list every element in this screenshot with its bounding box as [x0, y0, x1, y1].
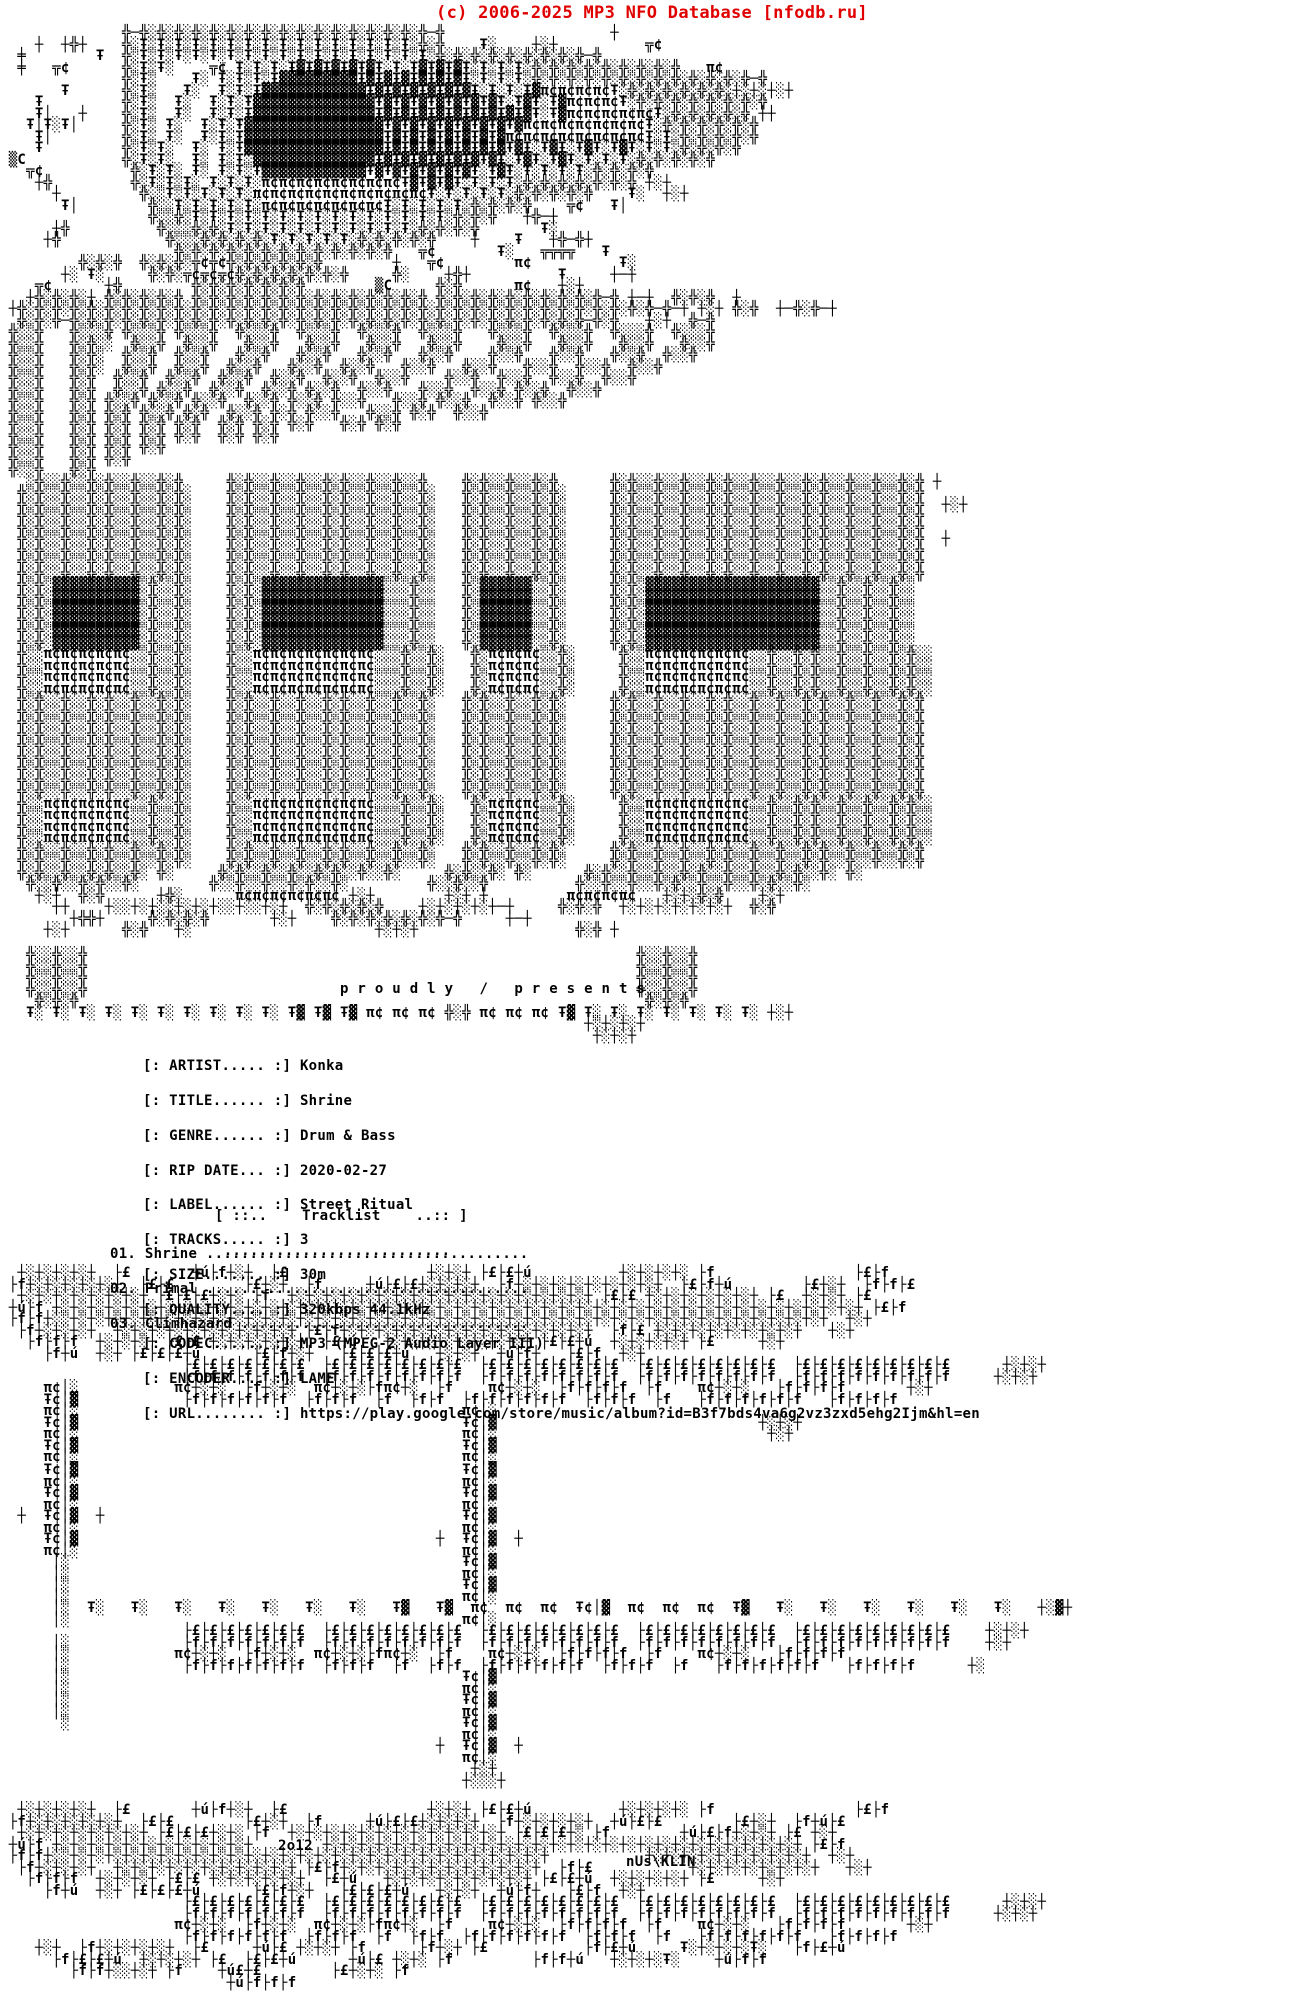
- info-value: 30m: [299, 1266, 327, 1283]
- release-info: [: ARTIST..... :] Konka [: TITLE...... :…: [143, 1038, 980, 1444]
- bracket-open: [:: [143, 1127, 170, 1144]
- tracklist-title: [ ::.. Tracklist ..:: ]: [215, 1208, 468, 1225]
- tracklist-underline: ..........................: [215, 1242, 451, 1259]
- info-value: MP3 (MPEG-2 Audio Layer III): [299, 1336, 545, 1353]
- bracket-close: :]: [265, 1197, 300, 1214]
- info-row-ripdate: [: RIP DATE... :] 2020-02-27: [143, 1162, 980, 1179]
- info-row-genre: [: GENRE...... :] Drum & Bass: [143, 1127, 980, 1144]
- bracket-close: :]: [265, 1127, 300, 1144]
- track-number: 01.: [110, 1246, 137, 1263]
- ascii-art-presents-frame: ╬░░╬░░╬ ╬░░╬░░╬ ╬░░╬░░╬ ╬░░╬░░╬ ╬░░╬░░╬: [26, 947, 794, 1044]
- copyright-header: (c) 2006-2025 MP3 NFO Database [nfodb.ru…: [436, 3, 868, 23]
- info-label: RIP DATE...: [169, 1162, 266, 1179]
- bracket-open: [:: [143, 1232, 170, 1249]
- info-value: Shrine: [299, 1092, 353, 1109]
- track-name: Shrine: [144, 1246, 198, 1263]
- track-row: 01. Shrine .............................…: [110, 1246, 529, 1263]
- ascii-art-top: ╬─╬░╬░╬░╬░╬░╬░╬░╬░╬░╬░╬░╬░╬░╬░╬░╬░╬─╬ ┼ …: [8, 25, 968, 938]
- info-label: CODEC......: [169, 1336, 266, 1353]
- info-value: Drum & Bass: [299, 1127, 396, 1144]
- track-row: 02. Primal .............................…: [110, 1280, 529, 1297]
- group-tag: nUs\KLIN: [626, 1854, 696, 1870]
- info-value: 2020-02-27: [299, 1162, 388, 1179]
- info-label: LABEL......: [169, 1197, 266, 1214]
- bracket-close: :]: [265, 1371, 300, 1388]
- info-row-size: [: SIZE....... :] 30m: [143, 1266, 980, 1283]
- bracket-close: :]: [265, 1406, 300, 1422]
- info-row-encoder: [: ENCODER.... :] LAME: [143, 1371, 980, 1388]
- bracket-open: [:: [143, 1092, 170, 1109]
- info-row-label: [: LABEL...... :] Street Ritual: [143, 1197, 980, 1214]
- presents-text: p r o u d l y / p r e s e n t s: [340, 981, 646, 997]
- track-dots: .................................: [240, 1315, 529, 1332]
- track-name: Primal: [144, 1280, 198, 1297]
- info-row-title: [: TITLE...... :] Shrine: [143, 1092, 980, 1109]
- track-dots: .....................................: [205, 1280, 529, 1297]
- info-row-artist: [: ARTIST..... :] Konka: [143, 1058, 980, 1075]
- track-dots: .....................................: [205, 1246, 529, 1263]
- bracket-close: :]: [265, 1162, 300, 1179]
- info-label: ENCODER....: [169, 1371, 266, 1388]
- bracket-close: :]: [265, 1301, 300, 1318]
- info-value: 320kbps 44.1kHz: [299, 1301, 431, 1318]
- bracket-open: [:: [143, 1266, 170, 1283]
- info-value: Street Ritual: [299, 1197, 414, 1214]
- ascii-art-lower-1: ┼░┼░┼░┼░┼ ├£ ┼ú├f┼░┼ ├£ ┼░┼░┼ ├£├£┼ú ┼░┼…: [8, 1265, 1047, 1465]
- ascii-art-lower-2: Ŧ¢│▓ Ŧ¢│▓ π¢│░ π¢│░ Ŧ¢│▓ Ŧ¢│▓ π¢│░: [17, 1462, 1073, 1789]
- bracket-open: [:: [143, 1197, 170, 1214]
- release-url: https://play.google.com/store/music/albu…: [299, 1406, 980, 1422]
- bracket-close: :]: [265, 1092, 300, 1109]
- bracket-close: :]: [265, 1336, 300, 1353]
- tracklist: 01. Shrine .............................…: [110, 1226, 529, 1354]
- info-label: QUALITY....: [169, 1301, 266, 1318]
- track-row: 03. Climhazard .........................…: [110, 1315, 529, 1332]
- info-row-quality: [: QUALITY.... :] 320kbps 44.1kHz: [143, 1301, 980, 1318]
- bracket-open: [:: [143, 1162, 170, 1179]
- bracket-open: [:: [143, 1301, 170, 1318]
- tracklist-header: [ ::.. Tracklist ..:: ] ................…: [215, 1188, 468, 1281]
- info-value: LAME: [299, 1371, 335, 1388]
- bracket-close: :]: [265, 1058, 300, 1075]
- info-row-codec: [: CODEC...... :] MP3 (MPEG-2 Audio Laye…: [143, 1336, 980, 1353]
- track-number: 02.: [110, 1280, 137, 1297]
- info-value: 3: [299, 1232, 309, 1249]
- bracket-open: [:: [143, 1406, 170, 1422]
- info-row-url: [: URL........ :] https://play.google.co…: [143, 1406, 980, 1422]
- info-value: Konka: [299, 1058, 344, 1075]
- info-label: TITLE......: [169, 1092, 266, 1109]
- info-label: GENRE......: [169, 1127, 266, 1144]
- bracket-open: [:: [143, 1336, 170, 1353]
- bracket-open: [:: [143, 1371, 170, 1388]
- track-number: 03.: [110, 1315, 137, 1332]
- info-label: ARTIST.....: [169, 1058, 266, 1075]
- bracket-open: [:: [143, 1058, 170, 1075]
- bracket-close: :]: [265, 1266, 300, 1283]
- ascii-art-bottom: ┼░┼░┼░┼░┼ ├£ ┼ú├f┼░┼ ├£ ┼░┼░┼ ├£├£┼ú ┼░┼…: [8, 1802, 1047, 1991]
- bracket-close: :]: [265, 1232, 300, 1249]
- info-label: URL........: [169, 1406, 266, 1422]
- info-label: TRACKS.....: [169, 1232, 266, 1249]
- track-name: Climhazard: [144, 1315, 233, 1332]
- info-row-tracks: [: TRACKS..... :] 3: [143, 1232, 980, 1249]
- info-label: SIZE.......: [169, 1266, 266, 1283]
- year-tag: 2o12: [278, 1838, 313, 1854]
